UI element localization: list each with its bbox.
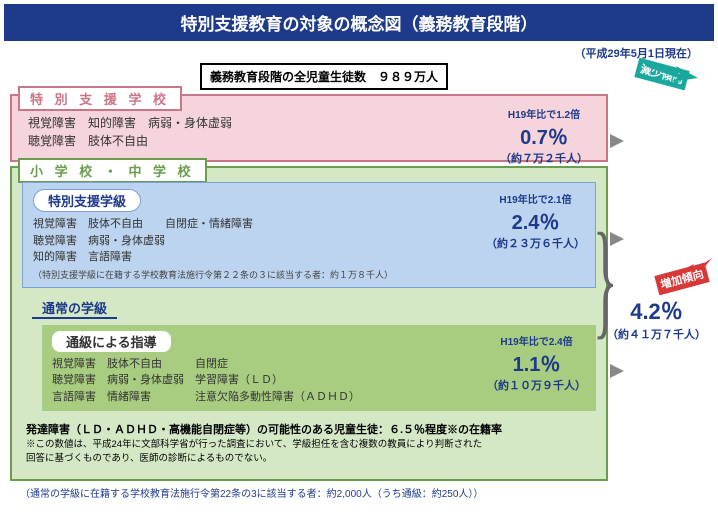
special-school-label: 特 別 支 援 学 校 [18, 86, 182, 111]
comp-3: H19年比で2.4倍 [487, 333, 586, 348]
total-students-box: 義務教育段階の全児童生徒数 ９８９万人 [200, 63, 448, 90]
footnote: （通常の学級に在籍する学校教育法施行令第22条の3に該当する者：約2,000人（… [0, 485, 718, 500]
dev-note: ※この数値は、平成24年に文部科学省が行った調査において、学級担任を含む複数の教… [26, 438, 592, 465]
dev-disorder-box: 発達障害（ＬＤ・ＡＤＨＤ・高機能自閉症等）の可能性のある児童生徒：６.５％程度※… [22, 419, 596, 469]
sub-2: （約２３万６千人） [486, 235, 585, 251]
total-sub: （約４１万７千人） [607, 326, 706, 342]
tsukyuu-label: 通級による指導 [52, 331, 171, 352]
normal-class-label: 通常の学級 [32, 298, 117, 319]
special-school-section: 特 別 支 援 学 校 視覚障害 知的障害 病弱・身体虚弱 聴覚障害 肢体不自由… [10, 94, 608, 162]
date-label: （平成29年5月1日現在） [0, 45, 718, 61]
comp-2: H19年比で2.1倍 [486, 191, 585, 206]
regular-school-section: 小 学 校 ・ 中 学 校 特別支援学級 視覚障害 肢体不自由 自閉症・情緒障害… [10, 166, 608, 481]
arrow-icon-3 [610, 364, 624, 378]
total-pct: 4.2％ [607, 294, 706, 326]
comp-1: H19年比で1.2倍 [500, 106, 588, 121]
sub-3: （約１０万９千人） [487, 377, 586, 393]
dev-title: 発達障害（ＬＤ・ＡＤＨＤ・高機能自閉症等）の可能性のある児童生徒：６.５％程度※… [26, 423, 592, 438]
pct-3: 1.1％ [487, 348, 586, 377]
header-title: 特別支援教育の対象の概念図（義務教育段階） [4, 4, 714, 41]
total-stat: 4.2％ （約４１万７千人） [607, 294, 706, 342]
pct-1: 0.7％ [500, 121, 588, 150]
arrow-down-icon [640, 56, 700, 86]
regular-school-label: 小 学 校 ・ 中 学 校 [18, 158, 207, 183]
special-class-label: 特別支援学級 [33, 189, 141, 212]
tsukyuu-box: 通級による指導 視覚障害 肢体不自由 自閉症 聴覚障害 病弱・身体虚弱 学習障害… [42, 325, 596, 412]
pct-2: 2.4％ [486, 206, 585, 235]
special-class-box: 特別支援学級 視覚障害 肢体不自由 自閉症・情緒障害 聴覚障害 病弱・身体虚弱 … [22, 182, 596, 288]
special-class-note: （特別支援学級に在籍する学校教育法施行令第２２条の３に該当する者：約１万８千人） [33, 268, 585, 281]
arrow-icon-1 [610, 134, 624, 148]
sub-1: （約７万２千人） [500, 150, 588, 166]
